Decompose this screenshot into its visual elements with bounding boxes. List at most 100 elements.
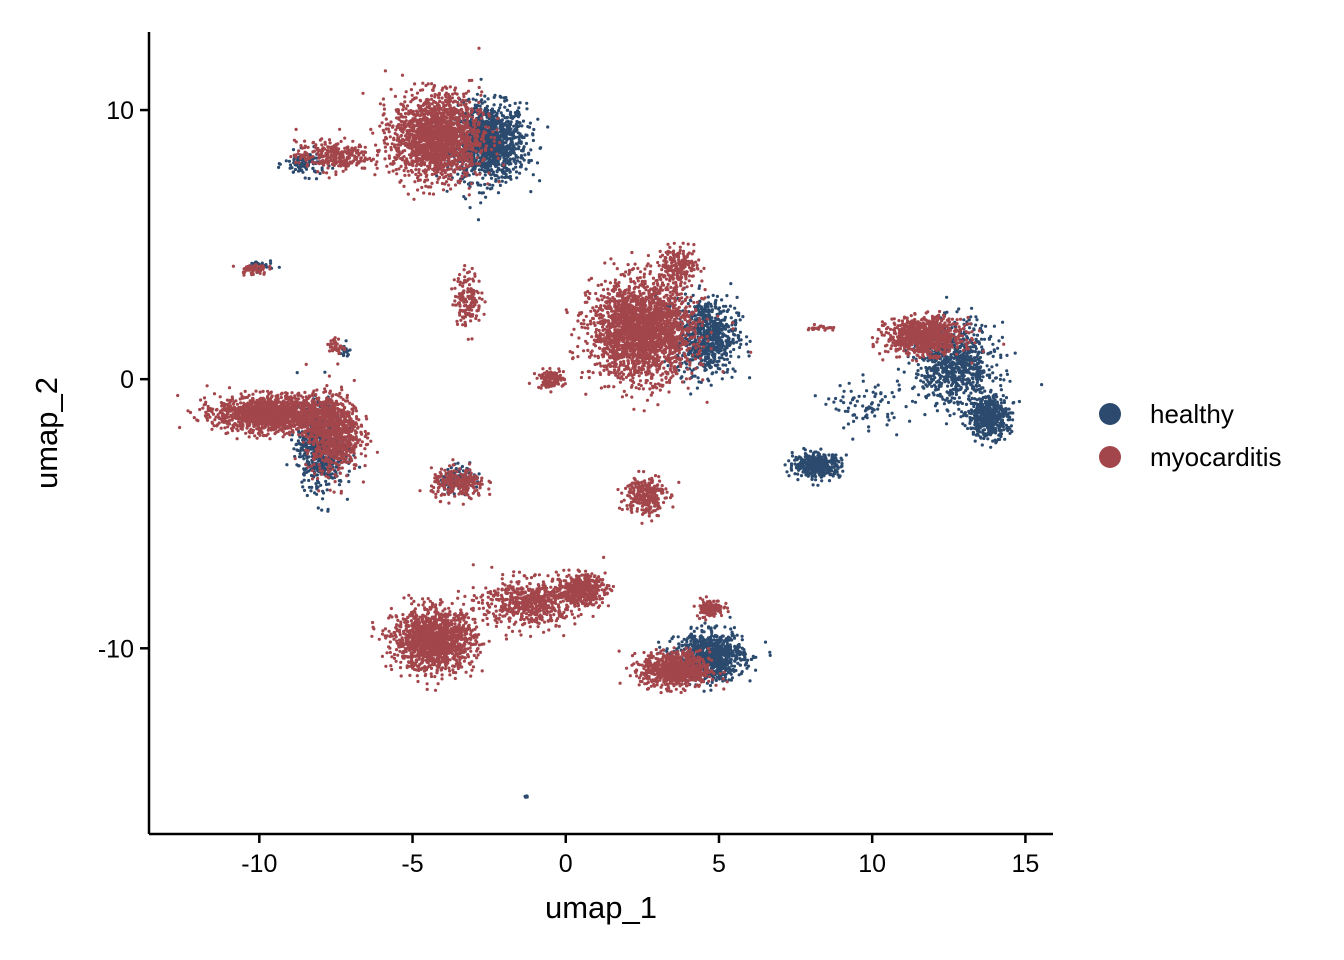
point-healthy [491, 170, 495, 174]
point-healthy [741, 315, 745, 319]
point-healthy [935, 409, 940, 413]
point-healthy [711, 371, 715, 375]
point-healthy [869, 402, 874, 406]
point-healthy [475, 92, 479, 96]
point-healthy [729, 340, 733, 344]
point-healthy [299, 446, 303, 450]
point-healthy [785, 470, 789, 474]
point-healthy [528, 121, 533, 125]
point-healthy [867, 429, 871, 433]
point-healthy [980, 323, 984, 327]
point-healthy [796, 472, 800, 476]
point-healthy [697, 286, 701, 290]
point-healthy [811, 464, 816, 468]
point-healthy [991, 342, 995, 346]
point-healthy [515, 119, 519, 124]
point-healthy [940, 381, 944, 386]
point-healthy [732, 332, 736, 336]
point-healthy [474, 98, 478, 102]
point-healthy [1000, 335, 1005, 339]
point-healthy [724, 345, 728, 349]
point-healthy [787, 474, 791, 478]
point-healthy [486, 163, 490, 167]
point-healthy [297, 455, 302, 459]
point-healthy [319, 483, 323, 487]
point-healthy [519, 156, 523, 160]
point-healthy [748, 339, 752, 343]
point-healthy [698, 331, 702, 336]
point-healthy [861, 379, 865, 383]
point-healthy [480, 154, 484, 158]
point-healthy [729, 316, 733, 320]
point-healthy [997, 339, 1001, 343]
point-healthy [790, 468, 794, 472]
point-healthy [706, 344, 710, 348]
point-healthy [689, 332, 694, 336]
point-healthy [288, 163, 293, 167]
point-healthy [691, 358, 695, 362]
point-healthy [830, 469, 834, 473]
point-healthy [923, 413, 927, 417]
point-healthy [330, 472, 334, 476]
point-healthy [504, 133, 508, 137]
point-healthy [981, 386, 985, 390]
point-healthy [877, 403, 881, 407]
point-healthy [948, 390, 952, 394]
point-healthy [512, 158, 517, 162]
point-healthy [831, 453, 835, 457]
point-healthy [989, 350, 993, 354]
point-healthy [498, 106, 502, 110]
point-healthy [876, 383, 880, 387]
point-healthy [980, 345, 984, 349]
point-healthy [992, 324, 997, 328]
point-healthy [737, 334, 741, 338]
point-healthy [535, 161, 540, 165]
point-healthy [965, 351, 969, 356]
point-healthy [913, 400, 918, 404]
point-healthy [484, 195, 488, 199]
point-healthy [680, 375, 684, 379]
point-healthy [504, 180, 508, 184]
point-healthy [508, 170, 512, 174]
point-healthy [475, 181, 479, 185]
point-healthy [849, 401, 853, 405]
point-healthy [324, 479, 328, 483]
point-healthy [298, 452, 302, 456]
point-healthy [498, 130, 503, 134]
point-healthy [277, 162, 281, 166]
point-healthy [994, 376, 999, 380]
point-healthy [999, 384, 1003, 388]
point-healthy [735, 340, 739, 344]
point-healthy [960, 410, 964, 414]
point-healthy [939, 364, 943, 368]
point-healthy [803, 470, 807, 474]
point-healthy [1009, 411, 1013, 415]
point-healthy [838, 384, 842, 388]
point-healthy [709, 383, 713, 387]
point-healthy [962, 412, 966, 416]
point-healthy [974, 422, 979, 426]
point-healthy [844, 453, 848, 457]
point-healthy [498, 124, 502, 128]
point-healthy [937, 372, 941, 376]
point-healthy [723, 315, 728, 319]
point-healthy [686, 302, 690, 306]
point-healthy [969, 417, 973, 421]
point-healthy [500, 175, 504, 179]
point-healthy [731, 367, 735, 371]
point-healthy [972, 388, 976, 392]
point-healthy [499, 168, 503, 172]
point-healthy [911, 386, 915, 391]
point-healthy [445, 189, 449, 193]
point-healthy [895, 379, 900, 383]
point-healthy [837, 460, 841, 464]
point-healthy [456, 461, 460, 465]
point-healthy [496, 160, 500, 164]
point-healthy [987, 395, 991, 399]
point-healthy [700, 628, 704, 633]
point-healthy [996, 346, 1000, 350]
point-healthy [853, 404, 857, 408]
point-healthy [1013, 351, 1017, 355]
point-healthy [510, 146, 514, 150]
point-healthy [962, 374, 966, 378]
